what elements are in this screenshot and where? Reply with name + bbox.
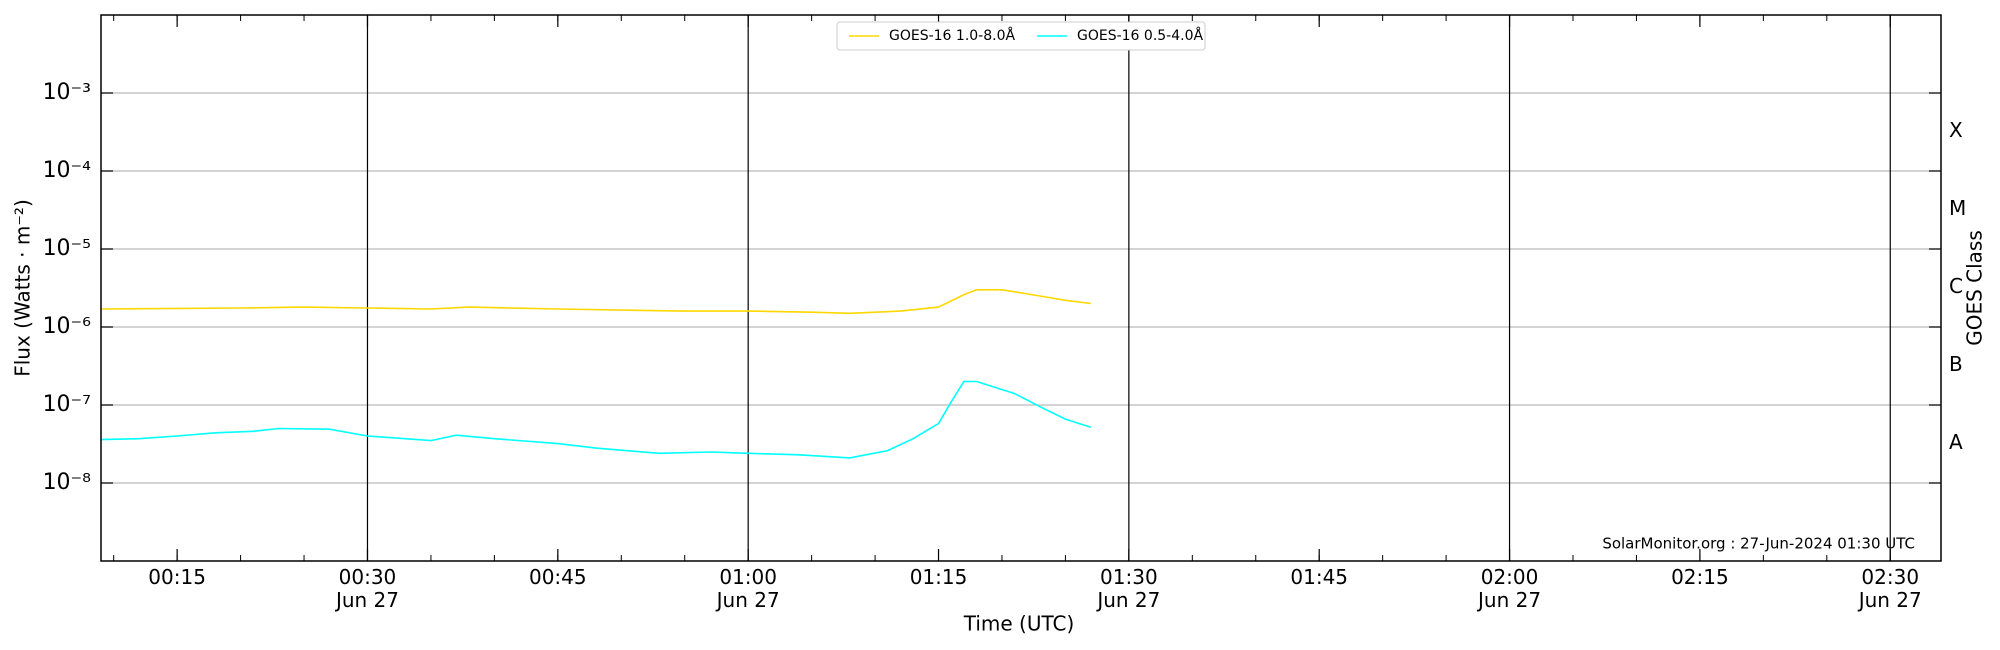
y-tick-label: 10⁻⁸ xyxy=(43,470,92,495)
y-tick-label: 10⁻⁶ xyxy=(43,314,92,339)
x-tick-label: 00:30 Jun 27 xyxy=(335,565,399,612)
y2-tick-label: X xyxy=(1949,118,1963,142)
plot-frame xyxy=(100,14,1942,562)
x-tick-label: 02:00 Jun 27 xyxy=(1478,565,1542,612)
x-tick-label: 01:30 Jun 27 xyxy=(1097,565,1161,612)
legend-label: GOES-16 0.5-4.0Å xyxy=(1077,27,1203,44)
legend-box xyxy=(836,21,1206,51)
y2-tick-label: A xyxy=(1949,430,1963,454)
legend-label: GOES-16 1.0-8.0Å xyxy=(889,27,1015,44)
y-tick-label: 10⁻⁵ xyxy=(43,236,91,261)
y-tick-label: 10⁻⁷ xyxy=(43,392,91,417)
x-tick-label: 02:15 xyxy=(1671,565,1729,589)
series-line xyxy=(100,289,1091,315)
y-axis-label: Flux (Watts · m⁻²) xyxy=(11,199,35,377)
x-tick-label: 00:15 xyxy=(148,565,206,589)
y2-tick-label: M xyxy=(1949,196,1966,220)
y2-tick-label: B xyxy=(1949,352,1963,376)
y-tick-label: 10⁻⁴ xyxy=(43,158,92,183)
series-line xyxy=(100,380,1092,459)
y2-axis-label: GOES Class xyxy=(1963,230,1987,346)
x-tick-label: 00:45 xyxy=(528,565,587,589)
x-tick-label: 01:00 Jun 27 xyxy=(716,565,780,612)
y-tick-label: 10⁻³ xyxy=(43,80,91,105)
x-axis-label: Time (UTC) xyxy=(963,612,1075,636)
x-tick-label: 02:30 Jun 27 xyxy=(1858,565,1922,612)
x-tick-label: 01:15 xyxy=(909,565,968,589)
y2-tick-label: C xyxy=(1949,274,1963,298)
x-tick-label: 01:45 xyxy=(1290,565,1349,589)
annotation: SolarMonitor.org : 27-Jun-2024 01:30 UTC xyxy=(1602,535,1915,553)
